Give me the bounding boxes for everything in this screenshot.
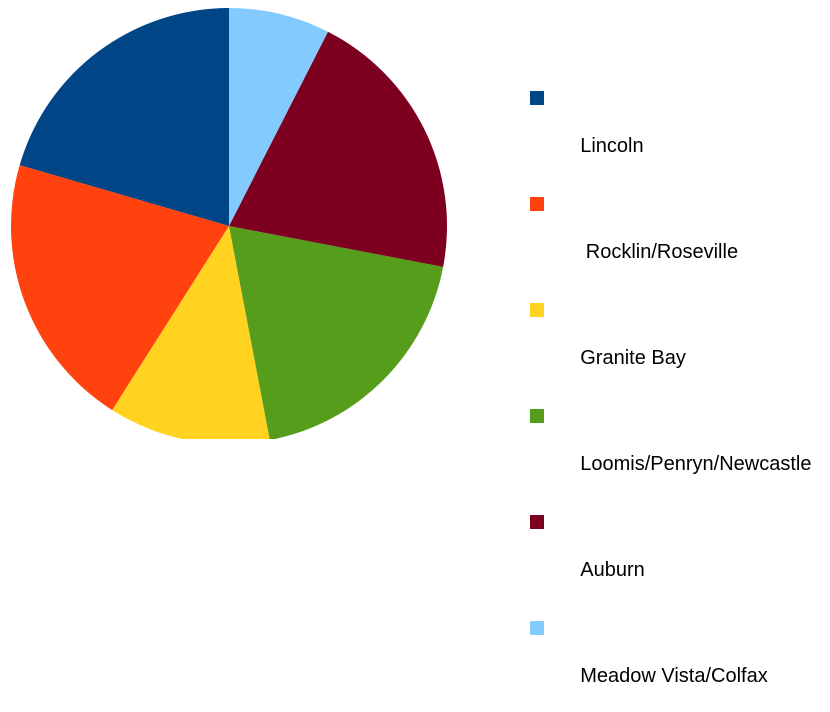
legend-swatch-lincoln	[530, 91, 544, 105]
legend-item-lincoln: Lincoln	[530, 86, 820, 182]
legend-swatch-loomis-penryn-newcastle	[530, 409, 544, 423]
pie-slice-loomis-penryn-newcastle	[229, 226, 444, 439]
pie-chart	[10, 8, 447, 439]
legend-item-granite-bay: Granite Bay	[530, 298, 820, 394]
legend-label-rocklin-roseville: Rocklin/Roseville	[580, 241, 739, 263]
chart-legend: Lincoln Rocklin/Roseville Granite Bay Lo…	[530, 86, 820, 712]
legend-item-rocklin-roseville: Rocklin/Roseville	[530, 192, 820, 288]
pie-slices	[10, 8, 447, 439]
pie-slice-rocklin-roseville	[10, 165, 230, 411]
legend-label-meadow-vista-colfax: Meadow Vista/Colfax	[580, 665, 768, 687]
pie-slice-auburn	[229, 31, 447, 267]
legend-swatch-auburn	[530, 515, 544, 529]
pie-slice-granite-bay	[112, 226, 270, 439]
legend-label-auburn: Auburn	[580, 559, 645, 581]
legend-item-meadow-vista-colfax: Meadow Vista/Colfax	[530, 616, 820, 712]
legend-item-loomis-penryn-newcastle: Loomis/Penryn/Newcastle	[530, 404, 820, 500]
pie-slice-meadow-vista-colfax	[229, 8, 328, 226]
pie-slice-lincoln	[19, 8, 230, 226]
legend-item-auburn: Auburn	[530, 510, 820, 606]
legend-swatch-meadow-vista-colfax	[530, 621, 544, 635]
legend-label-lincoln: Lincoln	[580, 135, 644, 157]
legend-swatch-rocklin-roseville	[530, 197, 544, 211]
legend-swatch-granite-bay	[530, 303, 544, 317]
legend-label-loomis-penryn-newcastle: Loomis/Penryn/Newcastle	[580, 453, 812, 475]
legend-label-granite-bay: Granite Bay	[580, 347, 686, 369]
